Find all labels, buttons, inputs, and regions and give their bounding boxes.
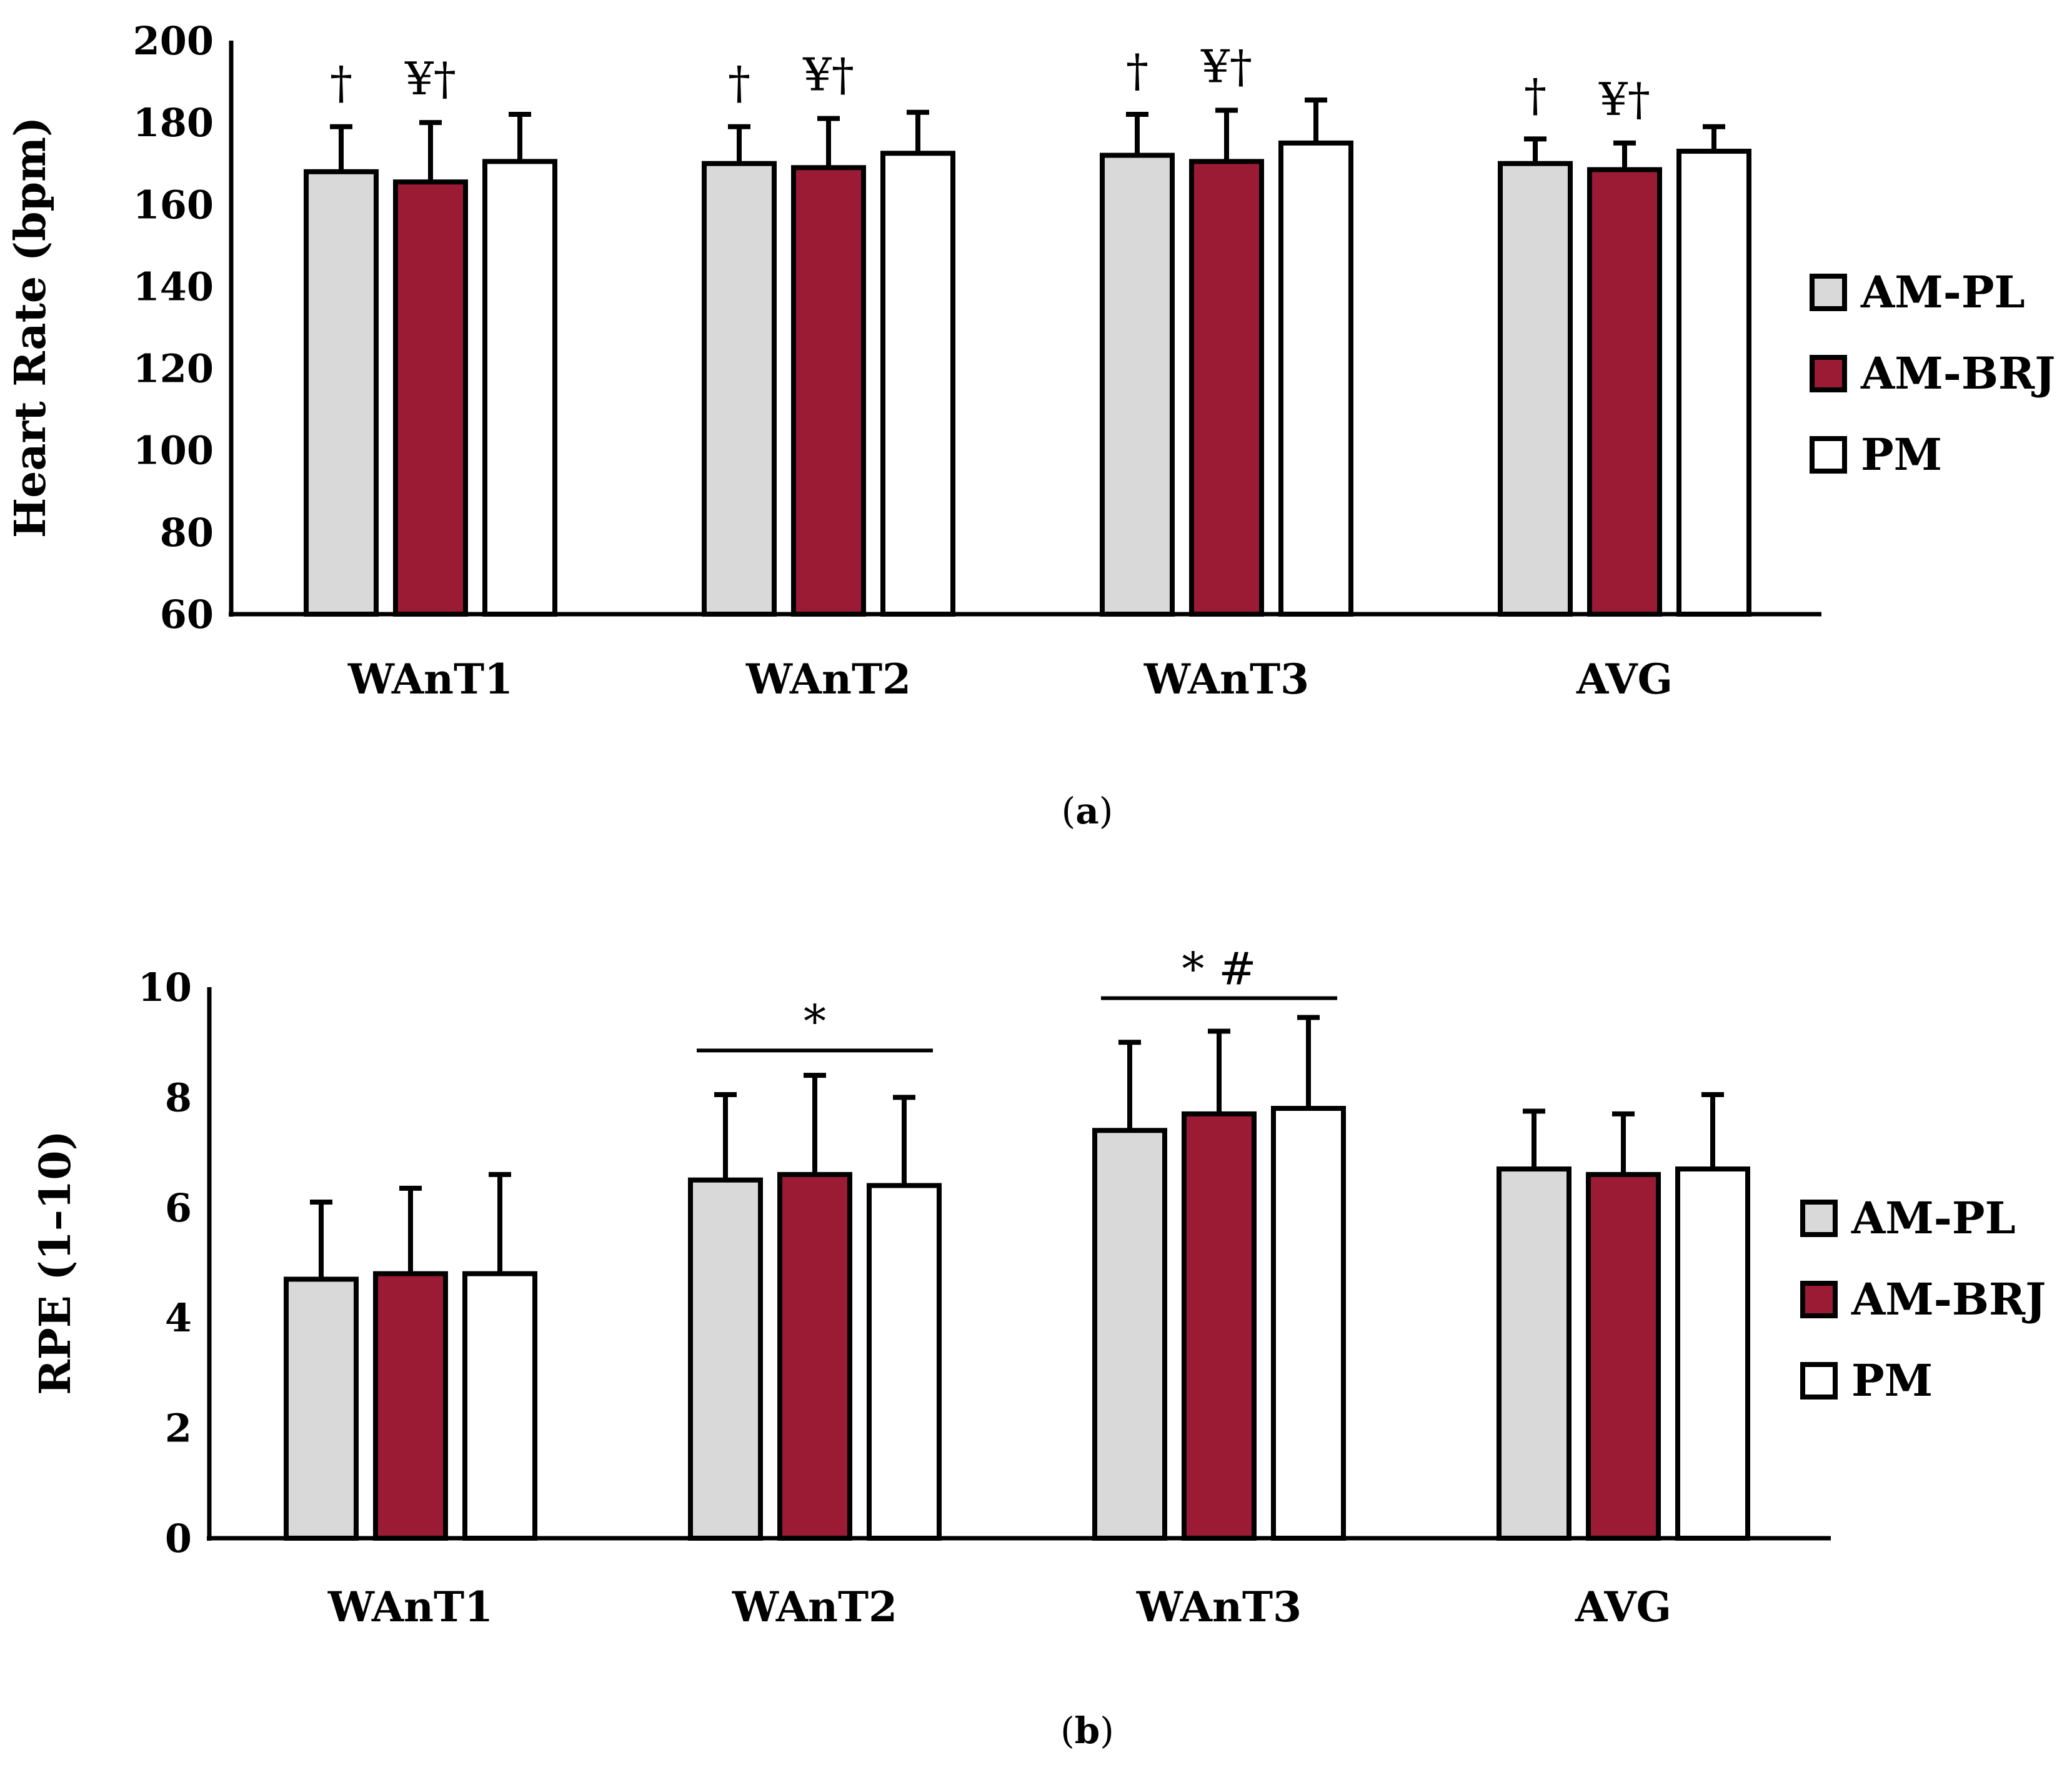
bar (1676, 149, 1751, 617)
significance-marker: ¥† (802, 49, 854, 101)
legend-swatch (1800, 1200, 1838, 1237)
y-tick-label: 10 (138, 965, 192, 1010)
y-tick-label: 120 (133, 346, 214, 392)
panel-label: (a) (1062, 790, 1113, 832)
x-category-label: WAnT2 (732, 1583, 897, 1631)
y-tick-label: 60 (160, 592, 214, 637)
x-category-label: AVG (1575, 1583, 1671, 1631)
x-category-label: WAnT1 (327, 1583, 493, 1631)
panel-label-open: ( (1060, 1709, 1075, 1752)
bar (284, 1276, 359, 1541)
y-axis-title: Heart Rate (bpm) (6, 117, 56, 538)
significance-marker: ¥† (404, 52, 456, 105)
heart-rate-chart: 60 80 100 120 140 160 180 200 Heart Rate (bpm) WA… (6, 18, 2055, 832)
bar (1497, 1166, 1571, 1541)
x-category-label: AVG (1576, 655, 1673, 704)
bar (1100, 152, 1175, 617)
y-tick-label: 4 (165, 1295, 192, 1341)
bar (1278, 140, 1353, 617)
y-tick-label: 8 (165, 1075, 192, 1120)
legend-swatch (1800, 1362, 1838, 1400)
panel-label-close: ) (1099, 790, 1113, 832)
legend-swatch (1810, 355, 1847, 392)
significance-marker: † (1126, 44, 1148, 97)
legend-swatch (1810, 436, 1847, 474)
rpe-chart: 0 2 4 6 8 10 RPE (1–10) WAnT1 WAnT2 WAnT3 AVG * * # A… (31, 943, 2046, 1752)
y-axis-title: RPE (1–10) (31, 1130, 81, 1395)
bar (1271, 1106, 1346, 1541)
bar (867, 1183, 942, 1541)
bar (1498, 161, 1573, 617)
y-tick-label: 80 (160, 510, 214, 555)
y-tick-label: 6 (165, 1185, 192, 1231)
panel-label: (b) (1060, 1709, 1114, 1752)
bar (304, 169, 379, 617)
legend-label: PM (1861, 429, 1942, 480)
y-tick-label: 2 (165, 1406, 192, 1451)
y-tick-label: 160 (133, 182, 214, 227)
y-tick-label: 100 (133, 428, 214, 474)
significance-marker: † (728, 57, 750, 109)
y-tick-label: 140 (133, 264, 214, 309)
bar (791, 165, 866, 617)
bar (1587, 167, 1662, 617)
bar (1586, 1171, 1661, 1541)
bar (462, 1271, 537, 1541)
bar (1092, 1128, 1167, 1541)
y-tick-label: 180 (133, 100, 214, 146)
x-category-label: WAnT1 (347, 655, 513, 704)
bar (880, 151, 955, 617)
legend-label: AM-BRJ (1851, 1273, 2046, 1325)
legend-swatch (1810, 274, 1847, 311)
significance-marker: ¥† (1598, 73, 1650, 126)
x-category-label: WAnT2 (745, 655, 911, 704)
bar (702, 161, 777, 617)
x-category-label: WAnT3 (1136, 1583, 1302, 1631)
bar (1182, 1111, 1257, 1541)
legend-label: PM (1851, 1355, 1933, 1406)
bar (482, 159, 557, 617)
panel-label-close: ) (1100, 1709, 1114, 1752)
bar (1675, 1166, 1750, 1541)
panel-label-letter: b (1075, 1709, 1100, 1752)
bar (1189, 159, 1264, 617)
bar (688, 1177, 763, 1541)
legend-swatch (1800, 1281, 1838, 1318)
significance-marker: † (1524, 69, 1547, 121)
significance-marker: * (804, 995, 826, 1047)
bar (373, 1271, 448, 1541)
bar (777, 1171, 852, 1541)
x-category-label: WAnT3 (1143, 655, 1309, 704)
significance-marker: ¥† (1200, 40, 1252, 92)
panel-label-open: ( (1062, 790, 1076, 832)
y-tick-label: 0 (165, 1516, 192, 1561)
y-tick-label: 200 (133, 18, 214, 64)
legend-label: AM-PL (1851, 1192, 2016, 1244)
bar (393, 179, 468, 617)
significance-marker: * # (1182, 943, 1256, 995)
legend-label: AM-BRJ (1860, 347, 2055, 399)
panel-label-letter: a (1075, 790, 1099, 832)
legend-label: AM-PL (1860, 266, 2025, 318)
significance-marker: † (330, 57, 352, 109)
